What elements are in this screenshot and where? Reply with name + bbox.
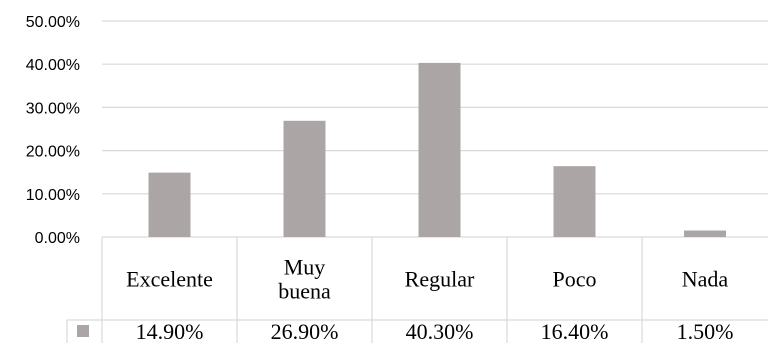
category-label: Excelente [126,267,213,292]
bar [149,173,191,237]
y-tick-label: 40.00% [26,57,80,74]
category-label: buena [278,279,331,304]
category-label: Muy [284,255,326,280]
category-label: Regular [405,267,475,292]
y-tick-label: 0.00% [35,230,80,247]
category-label: Nada [682,267,729,292]
data-value-label: 40.30% [406,319,474,343]
data-value-label: 26.90% [271,319,339,343]
y-tick-label: 30.00% [26,100,80,117]
data-value-label: 1.50% [677,319,734,343]
bar [419,63,461,237]
bar [684,231,726,237]
bar [284,121,326,237]
legend-key [77,325,89,337]
y-axis-tick-labels: 0.00% 10.00% 20.00% 30.00% 40.00% 50.00% [26,14,80,247]
data-value-label: 14.90% [136,319,204,343]
bars [149,63,727,237]
bar [554,166,596,237]
y-tick-label: 50.00% [26,14,80,31]
y-tick-label: 10.00% [26,187,80,204]
data-value-label: 16.40% [541,319,609,343]
category-label: Poco [553,267,597,292]
y-tick-label: 20.00% [26,144,80,161]
